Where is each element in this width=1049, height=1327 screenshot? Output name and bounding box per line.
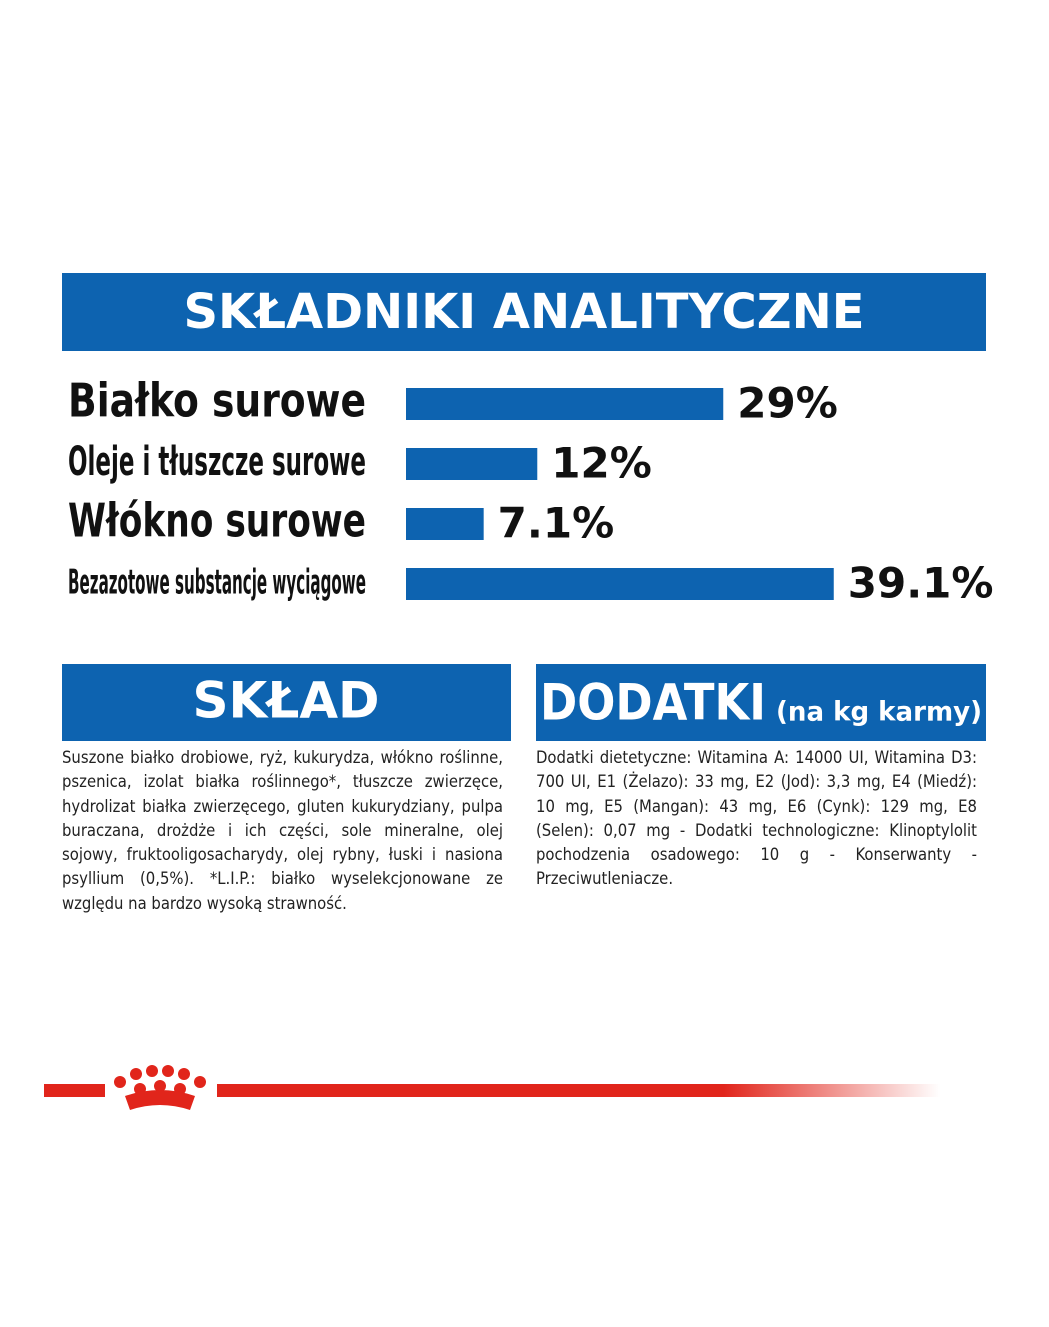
value-label: 39.1% [848,559,994,608]
category-label: Białko surowe [68,374,366,428]
bar [406,388,724,420]
additives-banner [536,664,986,741]
additives-title: DODATKI [540,674,766,732]
value-label: 12% [551,439,652,488]
composition-banner [62,664,511,741]
additives-subtitle: (na kg karmy) [776,697,982,728]
composition-text: Suszone białko drobiowe, ryż, kukurydza,… [62,748,503,913]
composition-title: SKŁAD [192,672,379,730]
category-label: Oleje i tłuszcze surowe [68,439,366,485]
brand-divider [44,1065,940,1110]
bar [406,508,484,540]
category-label: Włókno surowe [68,494,366,548]
chart-title: SKŁADNIKI ANALITYCZNE [183,284,864,340]
value-label: 7.1% [498,499,614,548]
value-label: 29% [737,379,838,428]
bar [406,568,834,600]
category-label: Bezazotowe substancje wyciągowe [68,563,366,603]
additives-text: Dodatki dietetyczne: Witamina A: 14000 U… [536,748,977,889]
title-banner [62,273,986,351]
bar [406,448,538,480]
